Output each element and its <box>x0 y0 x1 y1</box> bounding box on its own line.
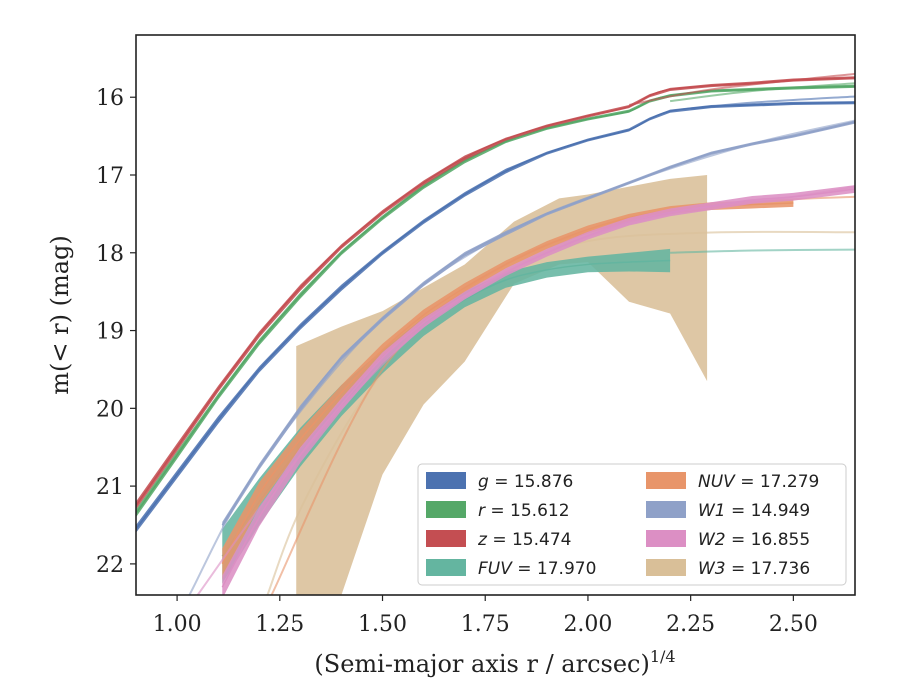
legend-item-g: g = 15.876 <box>426 472 573 492</box>
x-axis-label-text: (Semi-major axis r / arcsec) <box>314 650 649 678</box>
legend-item-W1: W1 = 14.949 <box>646 501 810 521</box>
legend-label: W1 = 14.949 <box>698 501 810 521</box>
y-tick-label: 21 <box>96 475 124 500</box>
legend-item-W3: W3 = 17.736 <box>646 559 810 579</box>
x-axis-label: (Semi-major axis r / arcsec)1/4 <box>314 647 675 678</box>
series-r-line <box>136 85 855 514</box>
legend-var: g <box>478 472 489 492</box>
legend-value: = 17.970 <box>512 559 597 579</box>
x-tick-label: 2.25 <box>666 612 715 637</box>
series-layer <box>136 72 855 595</box>
series-g-line <box>136 101 855 530</box>
legend-value: = 15.876 <box>489 472 574 492</box>
series-z-extrapolation <box>628 72 855 106</box>
legend-swatch <box>646 472 686 489</box>
legend-var: W1 <box>698 501 726 521</box>
legend-swatch <box>426 501 466 518</box>
x-tick-label: 1.50 <box>358 612 407 637</box>
legend-swatch <box>646 559 686 576</box>
legend-value: = 17.279 <box>735 472 820 492</box>
series-W2-band <box>222 185 855 595</box>
legend-box <box>417 463 847 586</box>
legend-label: z = 15.474 <box>477 530 571 550</box>
series-FUV-band <box>222 248 671 584</box>
x-tick-label: 1.00 <box>153 612 202 637</box>
series-FUV-extrapolation <box>670 248 855 254</box>
legend-label: W2 = 16.855 <box>698 530 810 550</box>
legend-swatch <box>426 530 466 547</box>
legend-label: W3 = 17.736 <box>698 559 810 579</box>
series-z-line <box>136 77 855 506</box>
legend-swatch <box>646 530 686 547</box>
series-z <box>136 72 855 510</box>
legend-var: r <box>478 501 486 521</box>
legend-item-W2: W2 = 16.855 <box>646 530 810 550</box>
legend-value: = 16.855 <box>726 530 811 550</box>
legend-value: = 14.949 <box>726 501 811 521</box>
y-tick-label: 22 <box>96 553 124 578</box>
legend-var: W3 <box>698 559 726 579</box>
x-axis-label-exponent: 1/4 <box>650 647 676 666</box>
y-tick-label: 20 <box>96 397 124 422</box>
series-W2-line <box>221 188 855 588</box>
plot-frame <box>135 34 856 596</box>
legend-label: g = 15.876 <box>478 472 573 492</box>
legend-var: z <box>477 530 488 550</box>
legend-item-z: z = 15.474 <box>426 530 571 550</box>
legend-label: FUV = 17.970 <box>478 559 596 579</box>
legend-value: = 15.474 <box>487 530 572 550</box>
y-axis-label: m(< r) (mag) <box>46 235 74 394</box>
legend-swatch <box>426 559 466 576</box>
legend-var: NUV <box>698 472 736 492</box>
x-tick-label: 1.75 <box>461 612 510 637</box>
series-W1 <box>188 119 855 595</box>
legend-item-r: r = 15.612 <box>426 501 570 521</box>
ticks-layer: 1.00 1.25 1.50 1.75 2.00 2.25 2.50 16 17 18 19 20 21… <box>96 86 818 637</box>
legend-label: r = 15.612 <box>478 501 570 521</box>
series-W1-line <box>221 121 855 526</box>
legend-value: = 15.612 <box>485 501 570 521</box>
legend-swatch <box>426 472 466 489</box>
series-g <box>136 95 855 533</box>
series-r <box>136 82 855 518</box>
legend-label: NUV = 17.279 <box>698 472 819 492</box>
legend-item-FUV: FUV = 17.970 <box>426 559 596 579</box>
legend-swatch <box>646 501 686 518</box>
x-tick-label: 2.00 <box>563 612 612 637</box>
series-W2 <box>196 185 855 595</box>
y-tick-label: 19 <box>96 320 124 345</box>
x-tick-label: 1.25 <box>255 612 304 637</box>
legend-value: = 17.736 <box>726 559 811 579</box>
legend-item-NUV: NUV = 17.279 <box>646 472 819 492</box>
y-tick-label: 17 <box>96 164 124 189</box>
y-tick-label: 18 <box>96 242 124 267</box>
y-tick-label: 16 <box>96 86 124 111</box>
x-tick-label: 2.50 <box>769 612 818 637</box>
legend-var: W2 <box>698 530 726 550</box>
legend-var: FUV <box>478 559 513 579</box>
